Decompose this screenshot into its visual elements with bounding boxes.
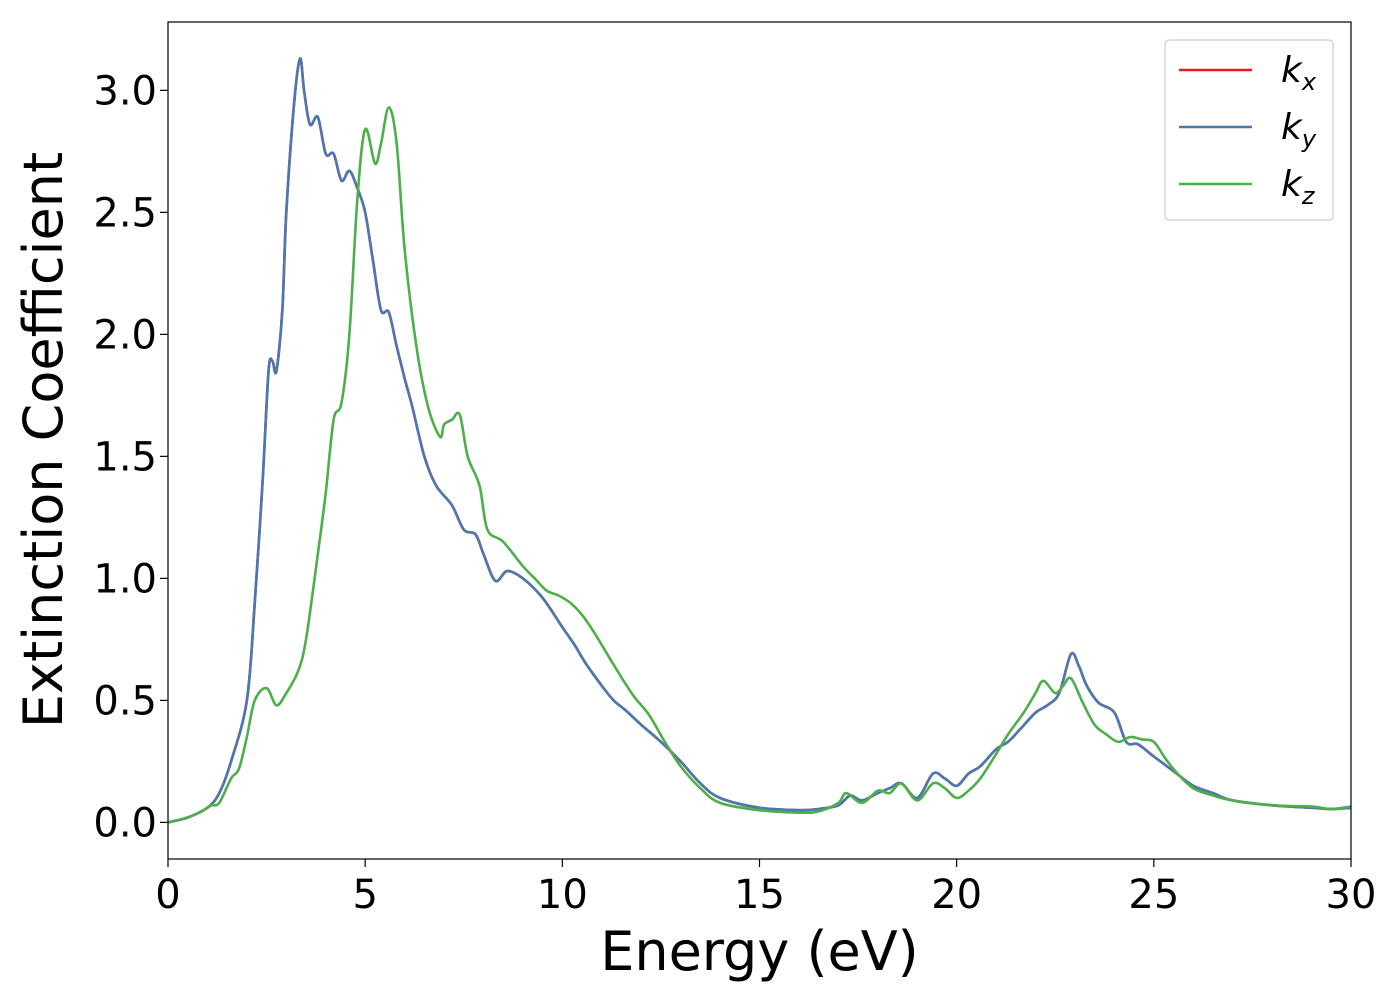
y-tick-label: 3.0 — [93, 68, 157, 114]
y-tick-label: 1.5 — [93, 434, 157, 480]
y-axis-label: Extinction Coefficient — [12, 152, 75, 728]
legend-label-x: kx — [1281, 50, 1317, 96]
legend: kx ky kz — [1164, 39, 1334, 221]
x-tick-label: 25 — [1128, 872, 1179, 918]
x-axis-label: Energy (eV) — [600, 920, 919, 983]
x-tick-label: 5 — [352, 872, 377, 918]
series-line-y — [168, 57, 1351, 824]
y-tick-label: 2.0 — [93, 312, 157, 358]
x-tick-label: 20 — [931, 872, 982, 918]
x-axis-ticks: 0 5 10 15 20 25 30 — [155, 859, 1376, 918]
y-tick-label: 2.5 — [93, 190, 157, 236]
y-tick-label: 1.0 — [93, 556, 157, 602]
x-tick-label: 10 — [537, 872, 588, 918]
x-tick-label: 0 — [155, 872, 180, 918]
legend-box — [1164, 39, 1334, 221]
x-tick-label: 30 — [1326, 872, 1377, 918]
x-tick-label: 15 — [734, 872, 785, 918]
legend-label-y: ky — [1281, 107, 1317, 153]
y-tick-label: 0.5 — [93, 678, 157, 724]
y-tick-label: 0.0 — [93, 800, 157, 846]
series-line-z — [168, 106, 1351, 824]
series-layer — [168, 57, 1351, 824]
y-axis-ticks: 0.0 0.5 1.0 1.5 2.0 2.5 3.0 — [93, 68, 168, 846]
legend-label-z: kz — [1281, 164, 1316, 210]
